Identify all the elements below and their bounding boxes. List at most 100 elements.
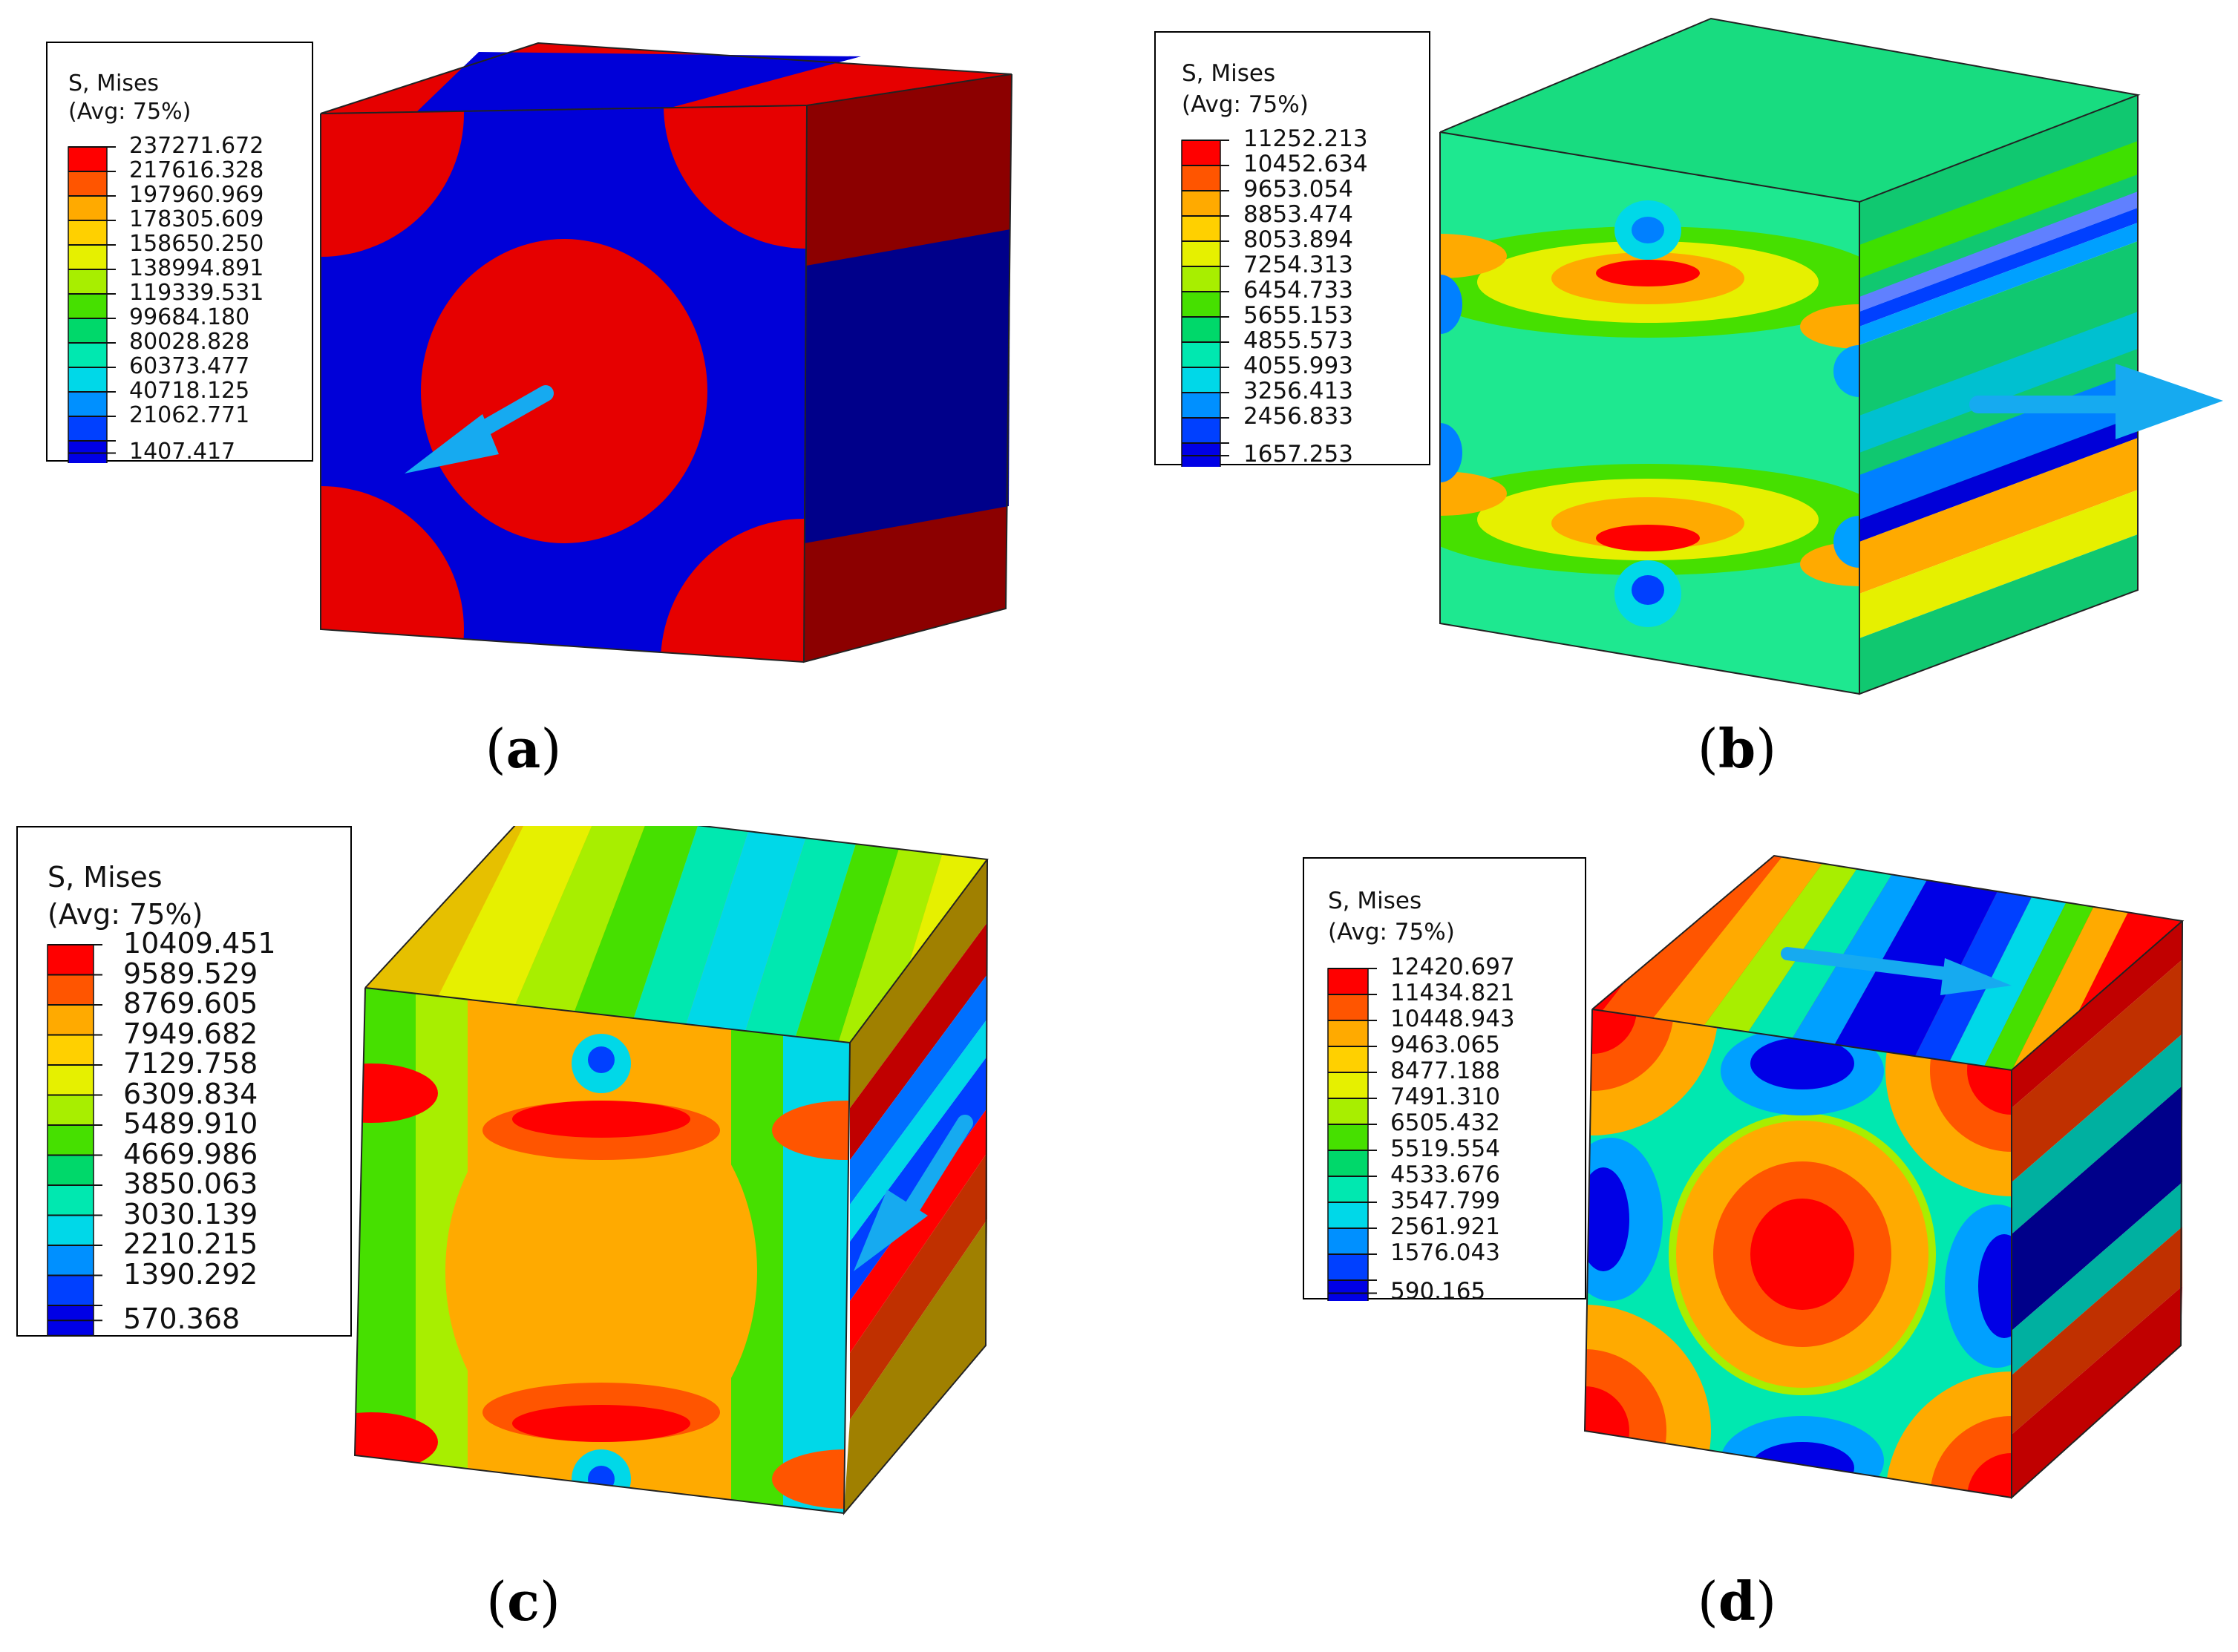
- legend-value: 570.368: [123, 1302, 241, 1336]
- colorbar-b: [1181, 140, 1229, 467]
- colorbar-swatch: [68, 441, 107, 463]
- legend-value: 4055.993: [1243, 352, 1353, 379]
- legend-value: 60373.477: [129, 353, 250, 379]
- legend-title: S, Mises: [48, 861, 163, 894]
- colorbar-a: [68, 146, 116, 463]
- legend-value: 3256.413: [1243, 377, 1353, 404]
- legend-value: 1576.043: [1390, 1239, 1500, 1266]
- legend-value: 237271.672: [129, 132, 264, 159]
- panel-b: S, Mises (Avg: 75%) 11252.213 10452.634 96…: [1121, 0, 2238, 826]
- legend-value: 3850.063: [123, 1167, 258, 1201]
- colorbar-swatch: [48, 1215, 94, 1245]
- colorbar-swatch: [1182, 266, 1220, 292]
- colorbar-c: [47, 944, 102, 1337]
- legend-value: 138994.891: [129, 255, 264, 281]
- legend-value: 10452.634: [1243, 150, 1368, 177]
- legend-title: S, Mises: [68, 71, 160, 96]
- colorbar-swatch: [48, 945, 94, 975]
- legend-value: 80028.828: [129, 328, 250, 355]
- legend-value: 11434.821: [1390, 979, 1515, 1006]
- legend-value: 6454.733: [1243, 276, 1353, 304]
- legend-value: 8477.188: [1390, 1057, 1500, 1084]
- legend-value: 6309.834: [123, 1077, 258, 1110]
- legend-value: 178305.609: [129, 206, 264, 232]
- colorbar-swatch: [1182, 342, 1220, 367]
- caption-b: (b): [1697, 717, 1777, 780]
- legend-value: 5489.910: [123, 1107, 258, 1141]
- colorbar-swatch: [1328, 994, 1368, 1020]
- load-arrow-c: [854, 1115, 973, 1271]
- colorbar-swatch: [1328, 1046, 1368, 1072]
- colorbar-swatch: [1182, 317, 1220, 342]
- colorbar-swatch: [68, 294, 107, 318]
- colorbar-swatch: [68, 147, 107, 171]
- legend-value: 9589.529: [123, 957, 258, 990]
- colorbar-swatch: [1328, 1202, 1368, 1228]
- colorbar-swatch: [48, 1095, 94, 1125]
- legend-value: 5655.153: [1243, 301, 1353, 329]
- colorbar-swatch: [48, 974, 94, 1005]
- legend-value: 197960.969: [129, 181, 264, 208]
- legend-value: 7949.682: [123, 1017, 258, 1050]
- colorbar-swatch: [48, 1125, 94, 1156]
- colorbar-d: [1327, 968, 1377, 1301]
- colorbar-swatch: [68, 416, 107, 441]
- legend-subtitle: (Avg: 75%): [1328, 919, 1455, 945]
- legend-value: 4855.573: [1243, 327, 1353, 354]
- cube-right-face: [844, 859, 987, 1513]
- legend-subtitle: (Avg: 75%): [48, 898, 203, 931]
- colorbar-swatch: [1328, 1020, 1368, 1046]
- legend-value: 2210.215: [123, 1227, 258, 1261]
- colorbar-swatch: [48, 1065, 94, 1095]
- colorbar-swatch: [1328, 1280, 1368, 1301]
- legend-value: 3030.139: [123, 1197, 258, 1230]
- load-arrow-b: [1969, 364, 2223, 439]
- legend-title: S, Mises: [1182, 60, 1276, 87]
- legend-value: 8853.474: [1243, 200, 1353, 228]
- legend-value: 2561.921: [1390, 1213, 1500, 1240]
- colorbar-swatch: [68, 220, 107, 245]
- caption-d: (d): [1697, 1570, 1777, 1633]
- colorbar-border: [1327, 968, 1369, 1301]
- colorbar-swatch: [1328, 1254, 1368, 1280]
- legend-c: S, Mises (Avg: 75%) 10409.451 9589.529 876…: [16, 826, 352, 1337]
- legend-value: 21062.771: [129, 401, 250, 428]
- panel-d: S, Mises (Avg: 75%) 12420.697 11434.821 10…: [1121, 826, 2238, 1652]
- legend-value: 217616.328: [129, 157, 264, 183]
- colorbar-swatch: [1328, 1228, 1368, 1254]
- colorbar-swatch: [68, 367, 107, 392]
- colorbar-swatch: [1182, 418, 1220, 443]
- colorbar-swatch: [1328, 1124, 1368, 1150]
- colorbar-swatch: [1328, 968, 1368, 994]
- cube-b: [1439, 17, 2223, 695]
- panel-a: S, Mises (Avg: 75%) 237271.672 217616.328…: [0, 0, 1121, 826]
- colorbar-swatch: [68, 318, 107, 343]
- legend-value: 11252.213: [1243, 125, 1368, 152]
- legend-b: S, Mises (Avg: 75%) 11252.213 10452.634 96…: [1154, 31, 1430, 467]
- cube-right-face: [2012, 921, 2182, 1498]
- colorbar-swatch: [1182, 191, 1220, 216]
- legend-value: 8769.605: [123, 987, 258, 1020]
- colorbar-swatch: [1328, 1176, 1368, 1202]
- colorbar-swatch: [48, 1275, 94, 1305]
- legend-value: 4533.676: [1390, 1161, 1500, 1188]
- colorbar-swatch: [68, 343, 107, 367]
- cube-a: [320, 42, 1012, 663]
- colorbar-border: [68, 146, 108, 463]
- legend-value: 3547.799: [1390, 1187, 1500, 1214]
- colorbar-swatch: [68, 196, 107, 220]
- colorbar-swatch: [68, 269, 107, 294]
- colorbar-swatch: [48, 1035, 94, 1065]
- legend-value: 8053.894: [1243, 226, 1353, 253]
- legend-value: 158650.250: [129, 230, 264, 257]
- colorbar-swatch: [48, 1155, 94, 1185]
- legend-value: 6505.432: [1390, 1109, 1500, 1136]
- caption-a: (a): [485, 717, 562, 780]
- colorbar-swatch: [1182, 165, 1220, 191]
- legend-value: 7491.310: [1390, 1083, 1500, 1110]
- legend-value: 5519.554: [1390, 1135, 1500, 1162]
- legend-value: 1390.292: [123, 1257, 258, 1291]
- caption-c: (c): [485, 1570, 561, 1633]
- legend-value: 9463.065: [1390, 1031, 1500, 1058]
- colorbar-swatch: [1182, 140, 1220, 165]
